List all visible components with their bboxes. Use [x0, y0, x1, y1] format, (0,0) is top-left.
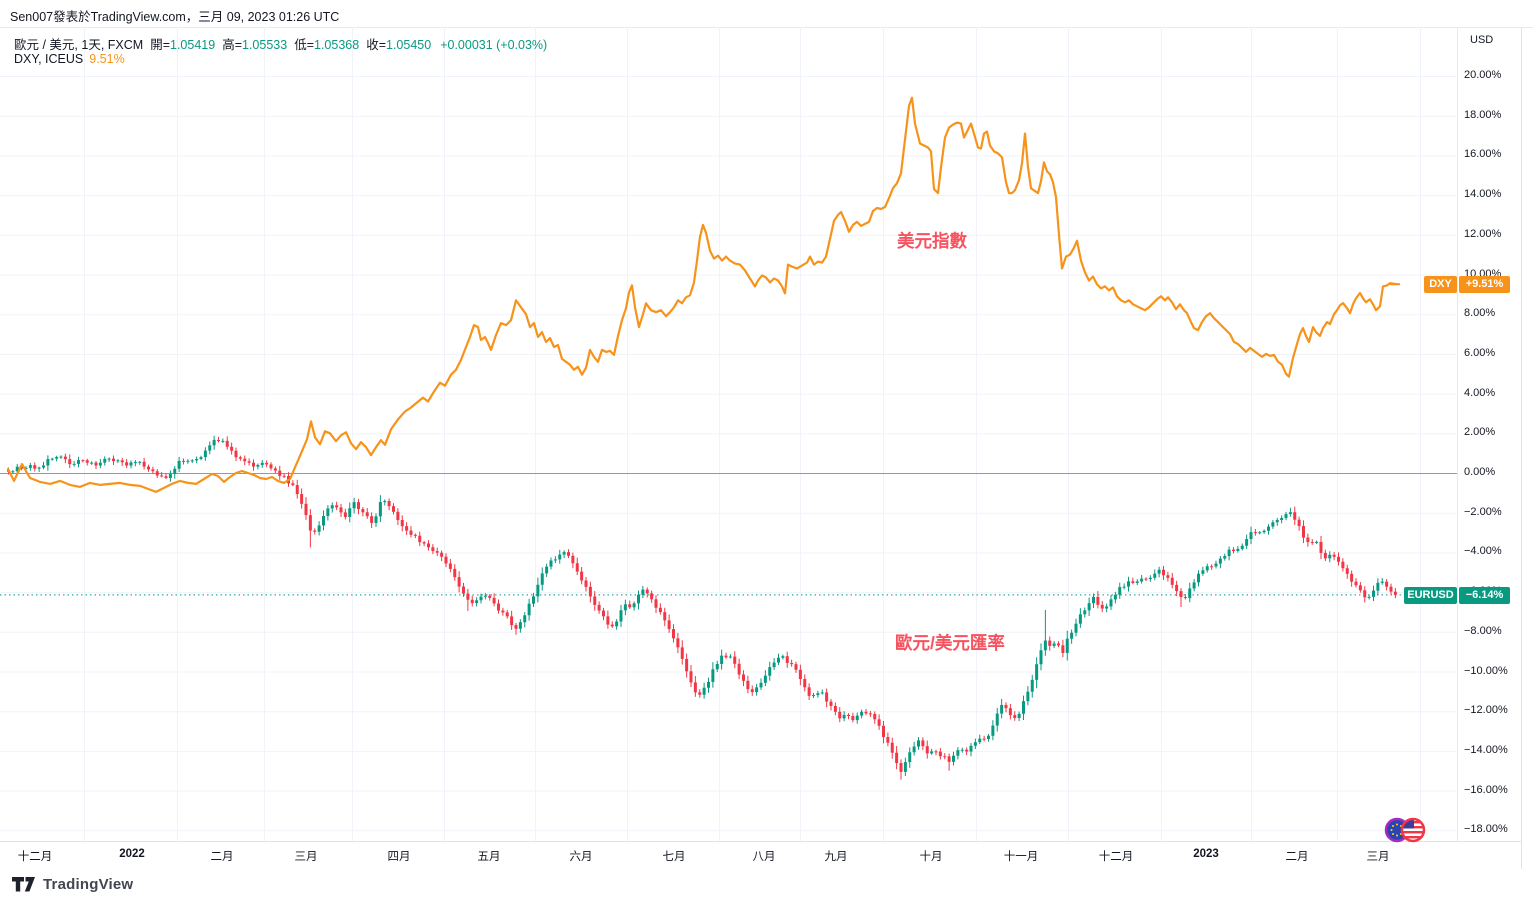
dxy-annotation-label: 美元指數	[897, 231, 967, 251]
y-axis-label: 4.00%	[1464, 386, 1496, 399]
y-axis-label: −4.00%	[1464, 545, 1502, 558]
ohlc-item: 收=1.05450	[366, 38, 432, 52]
header-divider	[0, 27, 1533, 28]
eurusd-annotation-label: 歐元/美元匯率	[895, 633, 1005, 653]
ohlc-item: 低=1.05368	[294, 38, 360, 52]
x-axis-label: 四月	[387, 851, 411, 863]
y-axis-label: 2.00%	[1464, 426, 1496, 439]
dxy-price-value-chip[interactable]: +9.51%	[1459, 276, 1510, 293]
symbol-title[interactable]: 歐元 / 美元, 1天, FXCM	[14, 38, 144, 52]
x-axis-label: 七月	[662, 851, 686, 863]
y-axis-label: −16.00%	[1464, 783, 1508, 796]
x-axis-label: 二月	[210, 851, 234, 863]
y-axis-label: 18.00%	[1464, 108, 1502, 121]
legend-main-series[interactable]: 歐元 / 美元, 1天, FXCM 開=1.05419 高=1.05533 低=1.0…	[14, 34, 547, 53]
dxy-price-chip[interactable]: DXY	[1424, 276, 1457, 293]
tradingview-logo-text[interactable]: TradingView	[43, 876, 134, 893]
x-axis-label: 六月	[569, 851, 593, 863]
x-axis-label: 三月	[294, 851, 318, 863]
us-flag-icon	[1402, 819, 1424, 841]
y-axis-label: −8.00%	[1464, 624, 1502, 637]
change-value: +0.00031 (+0.03%)	[440, 38, 548, 52]
compare-change-value: 9.51%	[89, 52, 125, 66]
y-axis-label: −10.00%	[1464, 664, 1508, 677]
price-axis-divider	[1457, 27, 1458, 841]
attribution-text: Sen007發表於TradingView.com，三月 09, 2023 01:…	[10, 10, 340, 24]
y-axis-label: 0.00%	[1464, 466, 1496, 478]
y-axis-label: −12.00%	[1464, 704, 1508, 717]
x-axis-label: 2022	[119, 848, 145, 860]
y-axis-label: −18.00%	[1464, 823, 1508, 836]
x-axis-label: 十二月	[17, 851, 53, 863]
legend-compare-series[interactable]: DXY, ICEUS 9.51%	[14, 52, 125, 66]
y-axis-label: 16.00%	[1464, 148, 1502, 161]
right-edge-border	[1521, 27, 1522, 869]
compare-symbol-title[interactable]: DXY, ICEUS	[14, 52, 84, 66]
y-axis-label: −14.00%	[1464, 743, 1508, 756]
footer: TradingView	[12, 876, 133, 893]
y-axis-label: 14.00%	[1464, 188, 1502, 201]
y-axis-label: 12.00%	[1464, 227, 1502, 240]
tradingview-logo-icon[interactable]	[12, 877, 36, 892]
y-axis-label: 8.00%	[1464, 307, 1496, 320]
ohlc-item: 高=1.05533	[222, 38, 288, 52]
time-axis-divider	[0, 841, 1521, 842]
x-axis-label: 八月	[752, 851, 776, 863]
x-axis-label: 2023	[1193, 848, 1219, 860]
y-axis-label: 6.00%	[1464, 346, 1496, 359]
eurusd-price-chip[interactable]: EURUSD	[1404, 587, 1457, 604]
x-axis-label: 五月	[477, 851, 501, 863]
eurusd-price-value-chip[interactable]: −6.14%	[1459, 587, 1510, 604]
x-axis-label: 二月	[1285, 851, 1309, 863]
x-axis-label: 三月	[1366, 851, 1390, 863]
y-axis-label: 20.00%	[1464, 69, 1502, 81]
x-axis-label: 九月	[824, 851, 848, 863]
ohlc-item: 開=1.05419	[150, 38, 216, 52]
price-axis-currency-label: USD	[1470, 34, 1494, 46]
ohlc-values: 開=1.05419 高=1.05533 低=1.05368 收=1.05450	[150, 38, 438, 52]
y-axis-label: −2.00%	[1464, 505, 1502, 518]
x-axis-label: 十二月	[1098, 851, 1134, 863]
eurusd-pair-flags-icon	[1384, 817, 1426, 843]
x-axis-label: 十月	[919, 851, 943, 863]
x-axis-label: 十一月	[1003, 851, 1039, 863]
